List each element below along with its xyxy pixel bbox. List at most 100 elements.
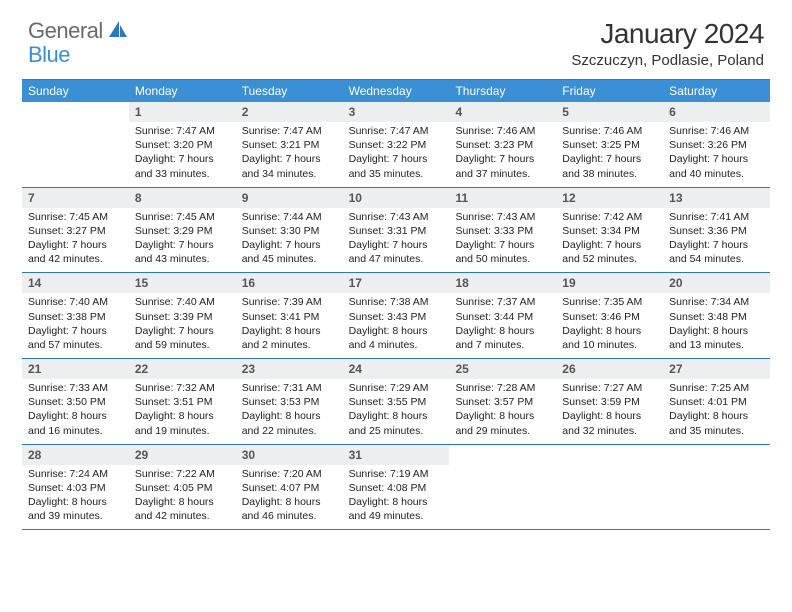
daylight-line: and 47 minutes.	[349, 252, 444, 266]
day-cell: 23Sunrise: 7:31 AMSunset: 3:53 PMDayligh…	[236, 359, 343, 444]
day-cell: 12Sunrise: 7:42 AMSunset: 3:34 PMDayligh…	[556, 188, 663, 273]
daylight-line: Daylight: 8 hours	[562, 409, 657, 423]
day-number	[22, 102, 129, 122]
day-body: Sunrise: 7:46 AMSunset: 3:25 PMDaylight:…	[556, 122, 663, 181]
daylight-line: and 46 minutes.	[242, 509, 337, 523]
daylight-line: Daylight: 8 hours	[242, 495, 337, 509]
sunset-line: Sunset: 3:44 PM	[455, 310, 550, 324]
sunrise-line: Sunrise: 7:20 AM	[242, 467, 337, 481]
daylight-line: and 25 minutes.	[349, 424, 444, 438]
sunset-line: Sunset: 4:01 PM	[669, 395, 764, 409]
daylight-line: and 10 minutes.	[562, 338, 657, 352]
day-cell	[22, 102, 129, 187]
sunrise-line	[455, 467, 550, 481]
sunrise-line: Sunrise: 7:24 AM	[28, 467, 123, 481]
sunset-line: Sunset: 3:55 PM	[349, 395, 444, 409]
sunset-line: Sunset: 3:46 PM	[562, 310, 657, 324]
daylight-line: and 35 minutes.	[349, 167, 444, 181]
sunset-line: Sunset: 3:51 PM	[135, 395, 230, 409]
sunset-line: Sunset: 3:31 PM	[349, 224, 444, 238]
sunrise-line: Sunrise: 7:42 AM	[562, 210, 657, 224]
sunrise-line: Sunrise: 7:31 AM	[242, 381, 337, 395]
sunset-line: Sunset: 3:41 PM	[242, 310, 337, 324]
sunset-line: Sunset: 3:29 PM	[135, 224, 230, 238]
sunrise-line: Sunrise: 7:19 AM	[349, 467, 444, 481]
day-body: Sunrise: 7:32 AMSunset: 3:51 PMDaylight:…	[129, 379, 236, 438]
day-body: Sunrise: 7:31 AMSunset: 3:53 PMDaylight:…	[236, 379, 343, 438]
logo-text-general: General	[28, 18, 103, 44]
day-cell: 15Sunrise: 7:40 AMSunset: 3:39 PMDayligh…	[129, 273, 236, 358]
daylight-line: Daylight: 7 hours	[349, 152, 444, 166]
daylight-line: Daylight: 7 hours	[349, 238, 444, 252]
day-body: Sunrise: 7:47 AMSunset: 3:22 PMDaylight:…	[343, 122, 450, 181]
daylight-line	[28, 167, 123, 181]
day-body: Sunrise: 7:46 AMSunset: 3:23 PMDaylight:…	[449, 122, 556, 181]
day-body	[556, 465, 663, 524]
day-body: Sunrise: 7:43 AMSunset: 3:33 PMDaylight:…	[449, 208, 556, 267]
day-number: 31	[343, 445, 450, 465]
daylight-line: and 49 minutes.	[349, 509, 444, 523]
daylight-line: and 32 minutes.	[562, 424, 657, 438]
day-body: Sunrise: 7:46 AMSunset: 3:26 PMDaylight:…	[663, 122, 770, 181]
day-cell: 21Sunrise: 7:33 AMSunset: 3:50 PMDayligh…	[22, 359, 129, 444]
daylight-line: Daylight: 7 hours	[135, 324, 230, 338]
sunrise-line: Sunrise: 7:47 AM	[242, 124, 337, 138]
day-number: 3	[343, 102, 450, 122]
daylight-line: Daylight: 8 hours	[135, 409, 230, 423]
daylight-line: Daylight: 8 hours	[669, 409, 764, 423]
day-number	[663, 445, 770, 465]
day-cell: 6Sunrise: 7:46 AMSunset: 3:26 PMDaylight…	[663, 102, 770, 187]
sunrise-line	[669, 467, 764, 481]
sunset-line: Sunset: 3:22 PM	[349, 138, 444, 152]
day-body: Sunrise: 7:47 AMSunset: 3:21 PMDaylight:…	[236, 122, 343, 181]
daylight-line: and 59 minutes.	[135, 338, 230, 352]
sunset-line: Sunset: 3:20 PM	[135, 138, 230, 152]
day-number: 16	[236, 273, 343, 293]
sunset-line: Sunset: 3:48 PM	[669, 310, 764, 324]
day-number: 22	[129, 359, 236, 379]
sunrise-line: Sunrise: 7:38 AM	[349, 295, 444, 309]
daylight-line: Daylight: 7 hours	[455, 238, 550, 252]
daylight-line: Daylight: 8 hours	[135, 495, 230, 509]
day-number: 18	[449, 273, 556, 293]
sunset-line: Sunset: 3:57 PM	[455, 395, 550, 409]
day-number: 10	[343, 188, 450, 208]
weekday-header-row: Sunday Monday Tuesday Wednesday Thursday…	[22, 80, 770, 102]
sunrise-line: Sunrise: 7:35 AM	[562, 295, 657, 309]
day-number: 27	[663, 359, 770, 379]
day-number: 15	[129, 273, 236, 293]
day-cell: 14Sunrise: 7:40 AMSunset: 3:38 PMDayligh…	[22, 273, 129, 358]
day-number: 8	[129, 188, 236, 208]
day-body: Sunrise: 7:40 AMSunset: 3:39 PMDaylight:…	[129, 293, 236, 352]
daylight-line: and 13 minutes.	[669, 338, 764, 352]
sunrise-line: Sunrise: 7:27 AM	[562, 381, 657, 395]
daylight-line: Daylight: 8 hours	[669, 324, 764, 338]
title-block: January 2024 Szczuczyn, Podlasie, Poland	[571, 18, 764, 69]
day-cell: 1Sunrise: 7:47 AMSunset: 3:20 PMDaylight…	[129, 102, 236, 187]
day-body: Sunrise: 7:42 AMSunset: 3:34 PMDaylight:…	[556, 208, 663, 267]
day-number: 24	[343, 359, 450, 379]
sunrise-line: Sunrise: 7:43 AM	[349, 210, 444, 224]
sunrise-line: Sunrise: 7:33 AM	[28, 381, 123, 395]
header: General January 2024 Szczuczyn, Podlasie…	[0, 0, 792, 73]
daylight-line	[669, 509, 764, 523]
sunrise-line: Sunrise: 7:25 AM	[669, 381, 764, 395]
sunset-line: Sunset: 3:39 PM	[135, 310, 230, 324]
sunrise-line: Sunrise: 7:45 AM	[28, 210, 123, 224]
sunset-line: Sunset: 4:05 PM	[135, 481, 230, 495]
daylight-line: Daylight: 8 hours	[562, 324, 657, 338]
day-number: 26	[556, 359, 663, 379]
day-cell: 20Sunrise: 7:34 AMSunset: 3:48 PMDayligh…	[663, 273, 770, 358]
daylight-line: Daylight: 7 hours	[562, 152, 657, 166]
day-body: Sunrise: 7:37 AMSunset: 3:44 PMDaylight:…	[449, 293, 556, 352]
sunset-line: Sunset: 3:21 PM	[242, 138, 337, 152]
daylight-line	[669, 495, 764, 509]
day-cell: 24Sunrise: 7:29 AMSunset: 3:55 PMDayligh…	[343, 359, 450, 444]
daylight-line: Daylight: 8 hours	[28, 495, 123, 509]
sunrise-line	[562, 467, 657, 481]
day-body: Sunrise: 7:22 AMSunset: 4:05 PMDaylight:…	[129, 465, 236, 524]
sunset-line: Sunset: 3:50 PM	[28, 395, 123, 409]
daylight-line: Daylight: 7 hours	[242, 152, 337, 166]
day-number: 17	[343, 273, 450, 293]
day-body: Sunrise: 7:25 AMSunset: 4:01 PMDaylight:…	[663, 379, 770, 438]
